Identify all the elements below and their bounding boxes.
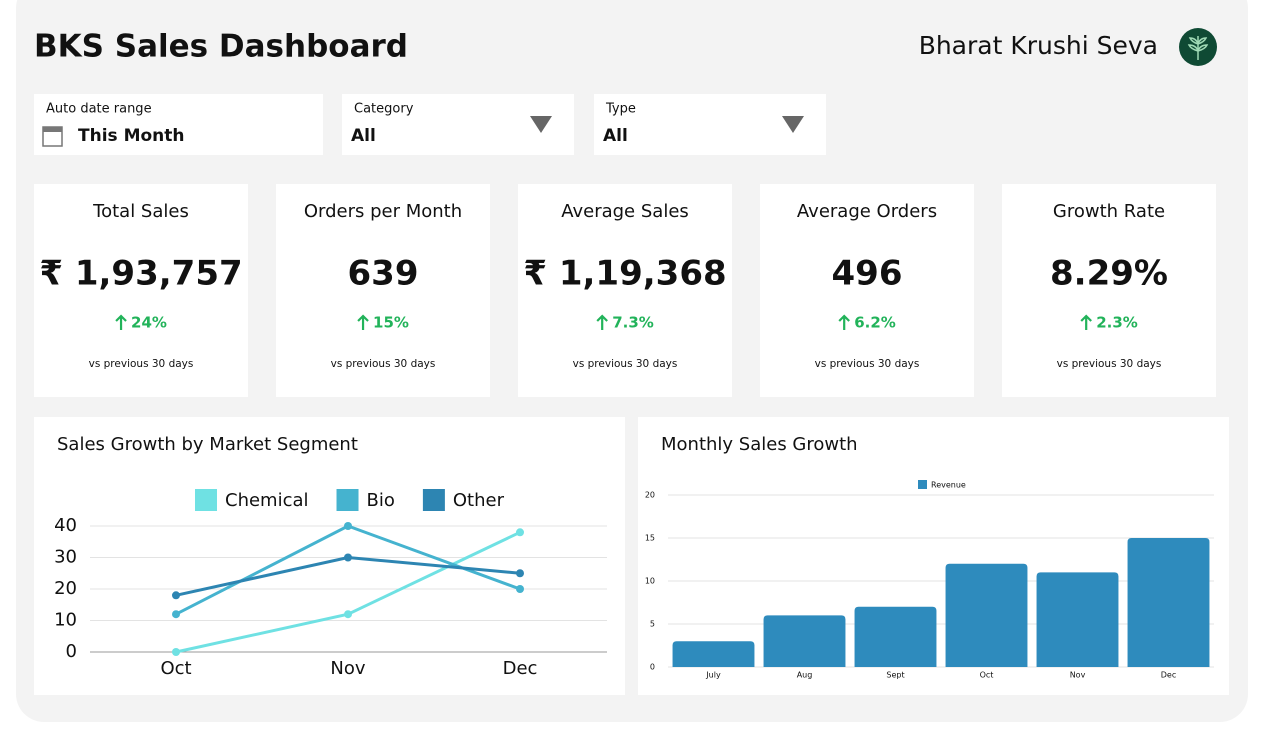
kpi-change: 7.3% <box>612 314 654 332</box>
filter-box[interactable] <box>34 94 323 155</box>
point <box>172 610 180 619</box>
bar <box>945 563 1028 667</box>
x-tick-label: Dec <box>1161 671 1176 680</box>
calendar-icon <box>43 127 62 132</box>
kpi-card <box>34 184 248 397</box>
x-tick-label: Dec <box>503 658 538 679</box>
y-tick-label: 20 <box>645 491 655 500</box>
kpi-value: ₹ 1,19,368 <box>523 254 726 294</box>
chart-title: Monthly Sales Growth <box>661 434 858 455</box>
kpi-change: 15% <box>373 314 409 332</box>
legend-swatch <box>336 489 359 511</box>
legend-swatch <box>195 489 217 511</box>
dropdown-arrow <box>530 116 552 133</box>
brand-name: Bharat Krushi Seva <box>919 31 1158 60</box>
filter-box[interactable] <box>594 94 826 155</box>
kpi-note: vs previous 30 days <box>89 358 194 370</box>
bar <box>763 615 846 667</box>
y-tick-label: 10 <box>54 610 77 631</box>
x-tick-label: Nov <box>1070 671 1086 680</box>
point <box>516 528 524 537</box>
kpi-title: Total Sales <box>92 201 189 222</box>
dashboard-title: BKS Sales Dashboard <box>34 29 408 65</box>
kpi-note: vs previous 30 days <box>815 358 920 370</box>
filter-value: All <box>603 126 628 146</box>
y-tick-label: 20 <box>54 578 77 599</box>
chart-card <box>34 417 625 695</box>
legend-label: Bio <box>367 490 395 511</box>
point <box>172 591 180 600</box>
kpi-value: 496 <box>832 254 903 294</box>
y-tick-label: 40 <box>54 515 77 536</box>
kpi-value: 8.29% <box>1050 254 1168 294</box>
x-tick-label: Nov <box>330 658 365 679</box>
point <box>344 553 352 562</box>
kpi-change: 24% <box>131 314 167 332</box>
kpi-value: ₹ 1,93,757 <box>39 254 242 294</box>
y-tick-label: 5 <box>650 620 655 629</box>
kpi-card <box>276 184 490 397</box>
up-arrow <box>1080 314 1092 330</box>
dropdown-arrow <box>782 116 804 133</box>
x-tick-label: Aug <box>797 671 813 680</box>
y-tick-label: 10 <box>645 577 655 586</box>
bar <box>1127 538 1210 667</box>
y-tick-label: 0 <box>66 641 77 662</box>
bar <box>854 606 937 667</box>
filter-label: Auto date range <box>46 102 152 117</box>
legend-swatch <box>422 489 445 511</box>
x-tick-label: July <box>705 671 721 680</box>
bar <box>672 641 755 667</box>
point <box>172 648 180 656</box>
legend-swatch <box>918 480 927 489</box>
legend-label: Other <box>453 490 505 511</box>
y-tick-label: 0 <box>650 663 655 672</box>
up-arrow <box>115 314 127 330</box>
kpi-title: Average Sales <box>561 201 689 222</box>
kpi-card <box>760 184 974 397</box>
filter-label: Type <box>605 102 636 117</box>
kpi-change: 6.2% <box>854 314 896 332</box>
kpi-note: vs previous 30 days <box>331 358 436 370</box>
point <box>344 522 352 530</box>
up-arrow <box>596 314 608 330</box>
filter-box[interactable] <box>342 94 574 155</box>
filter-value: All <box>351 126 376 146</box>
point <box>516 569 524 578</box>
y-tick-label: 15 <box>645 534 655 543</box>
point <box>344 610 352 619</box>
x-tick-label: Oct <box>160 658 191 679</box>
kpi-title: Orders per Month <box>304 201 462 222</box>
bar <box>1036 572 1119 667</box>
filter-value: This Month <box>78 126 185 146</box>
brand-logo <box>1179 28 1217 66</box>
kpi-title: Average Orders <box>797 201 937 222</box>
kpi-card <box>1002 184 1216 397</box>
kpi-title: Growth Rate <box>1053 201 1165 222</box>
x-tick-label: Sept <box>886 671 904 680</box>
kpi-note: vs previous 30 days <box>573 358 678 370</box>
x-tick-label: Oct <box>980 671 994 680</box>
kpi-card <box>518 184 732 397</box>
kpi-note: vs previous 30 days <box>1057 358 1162 370</box>
y-tick-label: 30 <box>54 547 77 568</box>
chart-title: Sales Growth by Market Segment <box>57 434 358 455</box>
point <box>516 585 524 593</box>
legend-label: Chemical <box>225 490 309 511</box>
legend-label: Revenue <box>931 481 966 490</box>
up-arrow <box>838 314 850 330</box>
kpi-change: 2.3% <box>1096 314 1138 332</box>
kpi-value: 639 <box>348 254 419 294</box>
up-arrow <box>357 314 369 330</box>
filter-label: Category <box>354 102 414 117</box>
